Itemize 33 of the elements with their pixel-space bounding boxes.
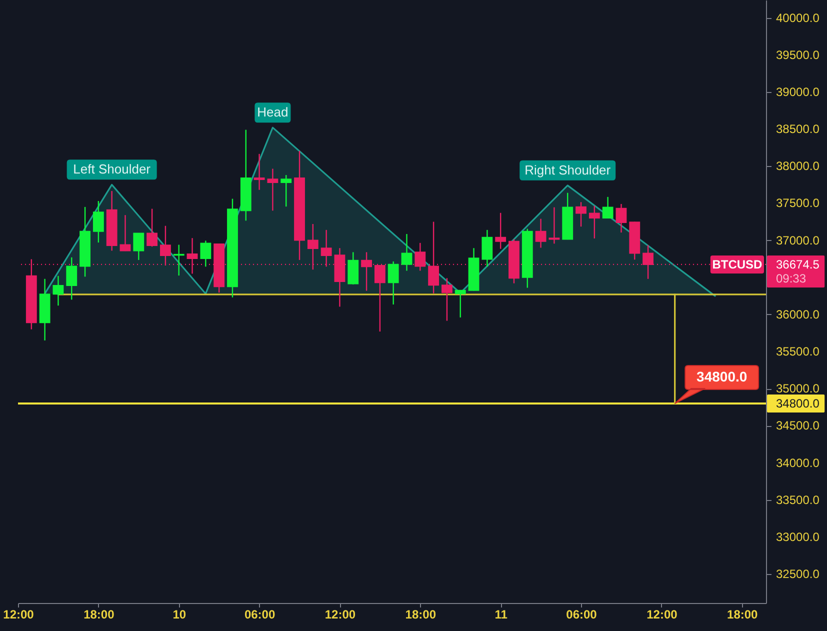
y-tick-label: 35500.0 xyxy=(776,344,820,359)
x-tick-label: 18:00 xyxy=(727,608,758,622)
x-tick-label: 12:00 xyxy=(646,608,678,622)
y-tick-label: 36674.5 xyxy=(776,257,820,272)
y-tick-label: 34500.0 xyxy=(776,418,820,433)
y-tick-label: 37500.0 xyxy=(776,196,820,210)
x-tick-label: 06:00 xyxy=(244,608,276,622)
y-tick-label: 36000.0 xyxy=(776,307,820,322)
y-tick-label: 40000.0 xyxy=(776,10,820,25)
y-tick-label: 38500.0 xyxy=(776,122,820,136)
y-tick-label: 39500.0 xyxy=(776,48,820,62)
y-tick-label: 34800.0 xyxy=(776,396,820,410)
y-tick-label: 39000.0 xyxy=(776,84,820,99)
x-tick-label: 11 xyxy=(494,608,508,622)
x-tick-label: 18:00 xyxy=(405,608,436,622)
y-tick-label: 32500.0 xyxy=(776,567,820,582)
x-tick-label: 12:00 xyxy=(3,608,34,622)
y-tick-label: 33000.0 xyxy=(776,530,820,544)
ref-line-label: BTCUSD xyxy=(712,257,763,272)
x-tick-label: 10 xyxy=(172,608,186,622)
x-tick-label: 12:00 xyxy=(324,608,356,622)
x-tick-label: 18:00 xyxy=(84,608,115,622)
annotation: Left Shoulder xyxy=(73,162,152,177)
y-tick-label: 38000.0 xyxy=(776,159,820,174)
y-tick-label: 37000.0 xyxy=(776,233,820,248)
x-tick-label: 06:00 xyxy=(566,608,598,622)
y-tick-label: 34000.0 xyxy=(776,456,820,470)
y-tick-label: 35000.0 xyxy=(776,382,820,396)
text: 09:33 xyxy=(776,271,806,286)
annotation: Head xyxy=(257,104,288,120)
y-tick-label: 33500.0 xyxy=(776,492,820,507)
annotation: 34800.0 xyxy=(696,368,748,384)
annotation: Right Shoulder xyxy=(524,162,612,178)
